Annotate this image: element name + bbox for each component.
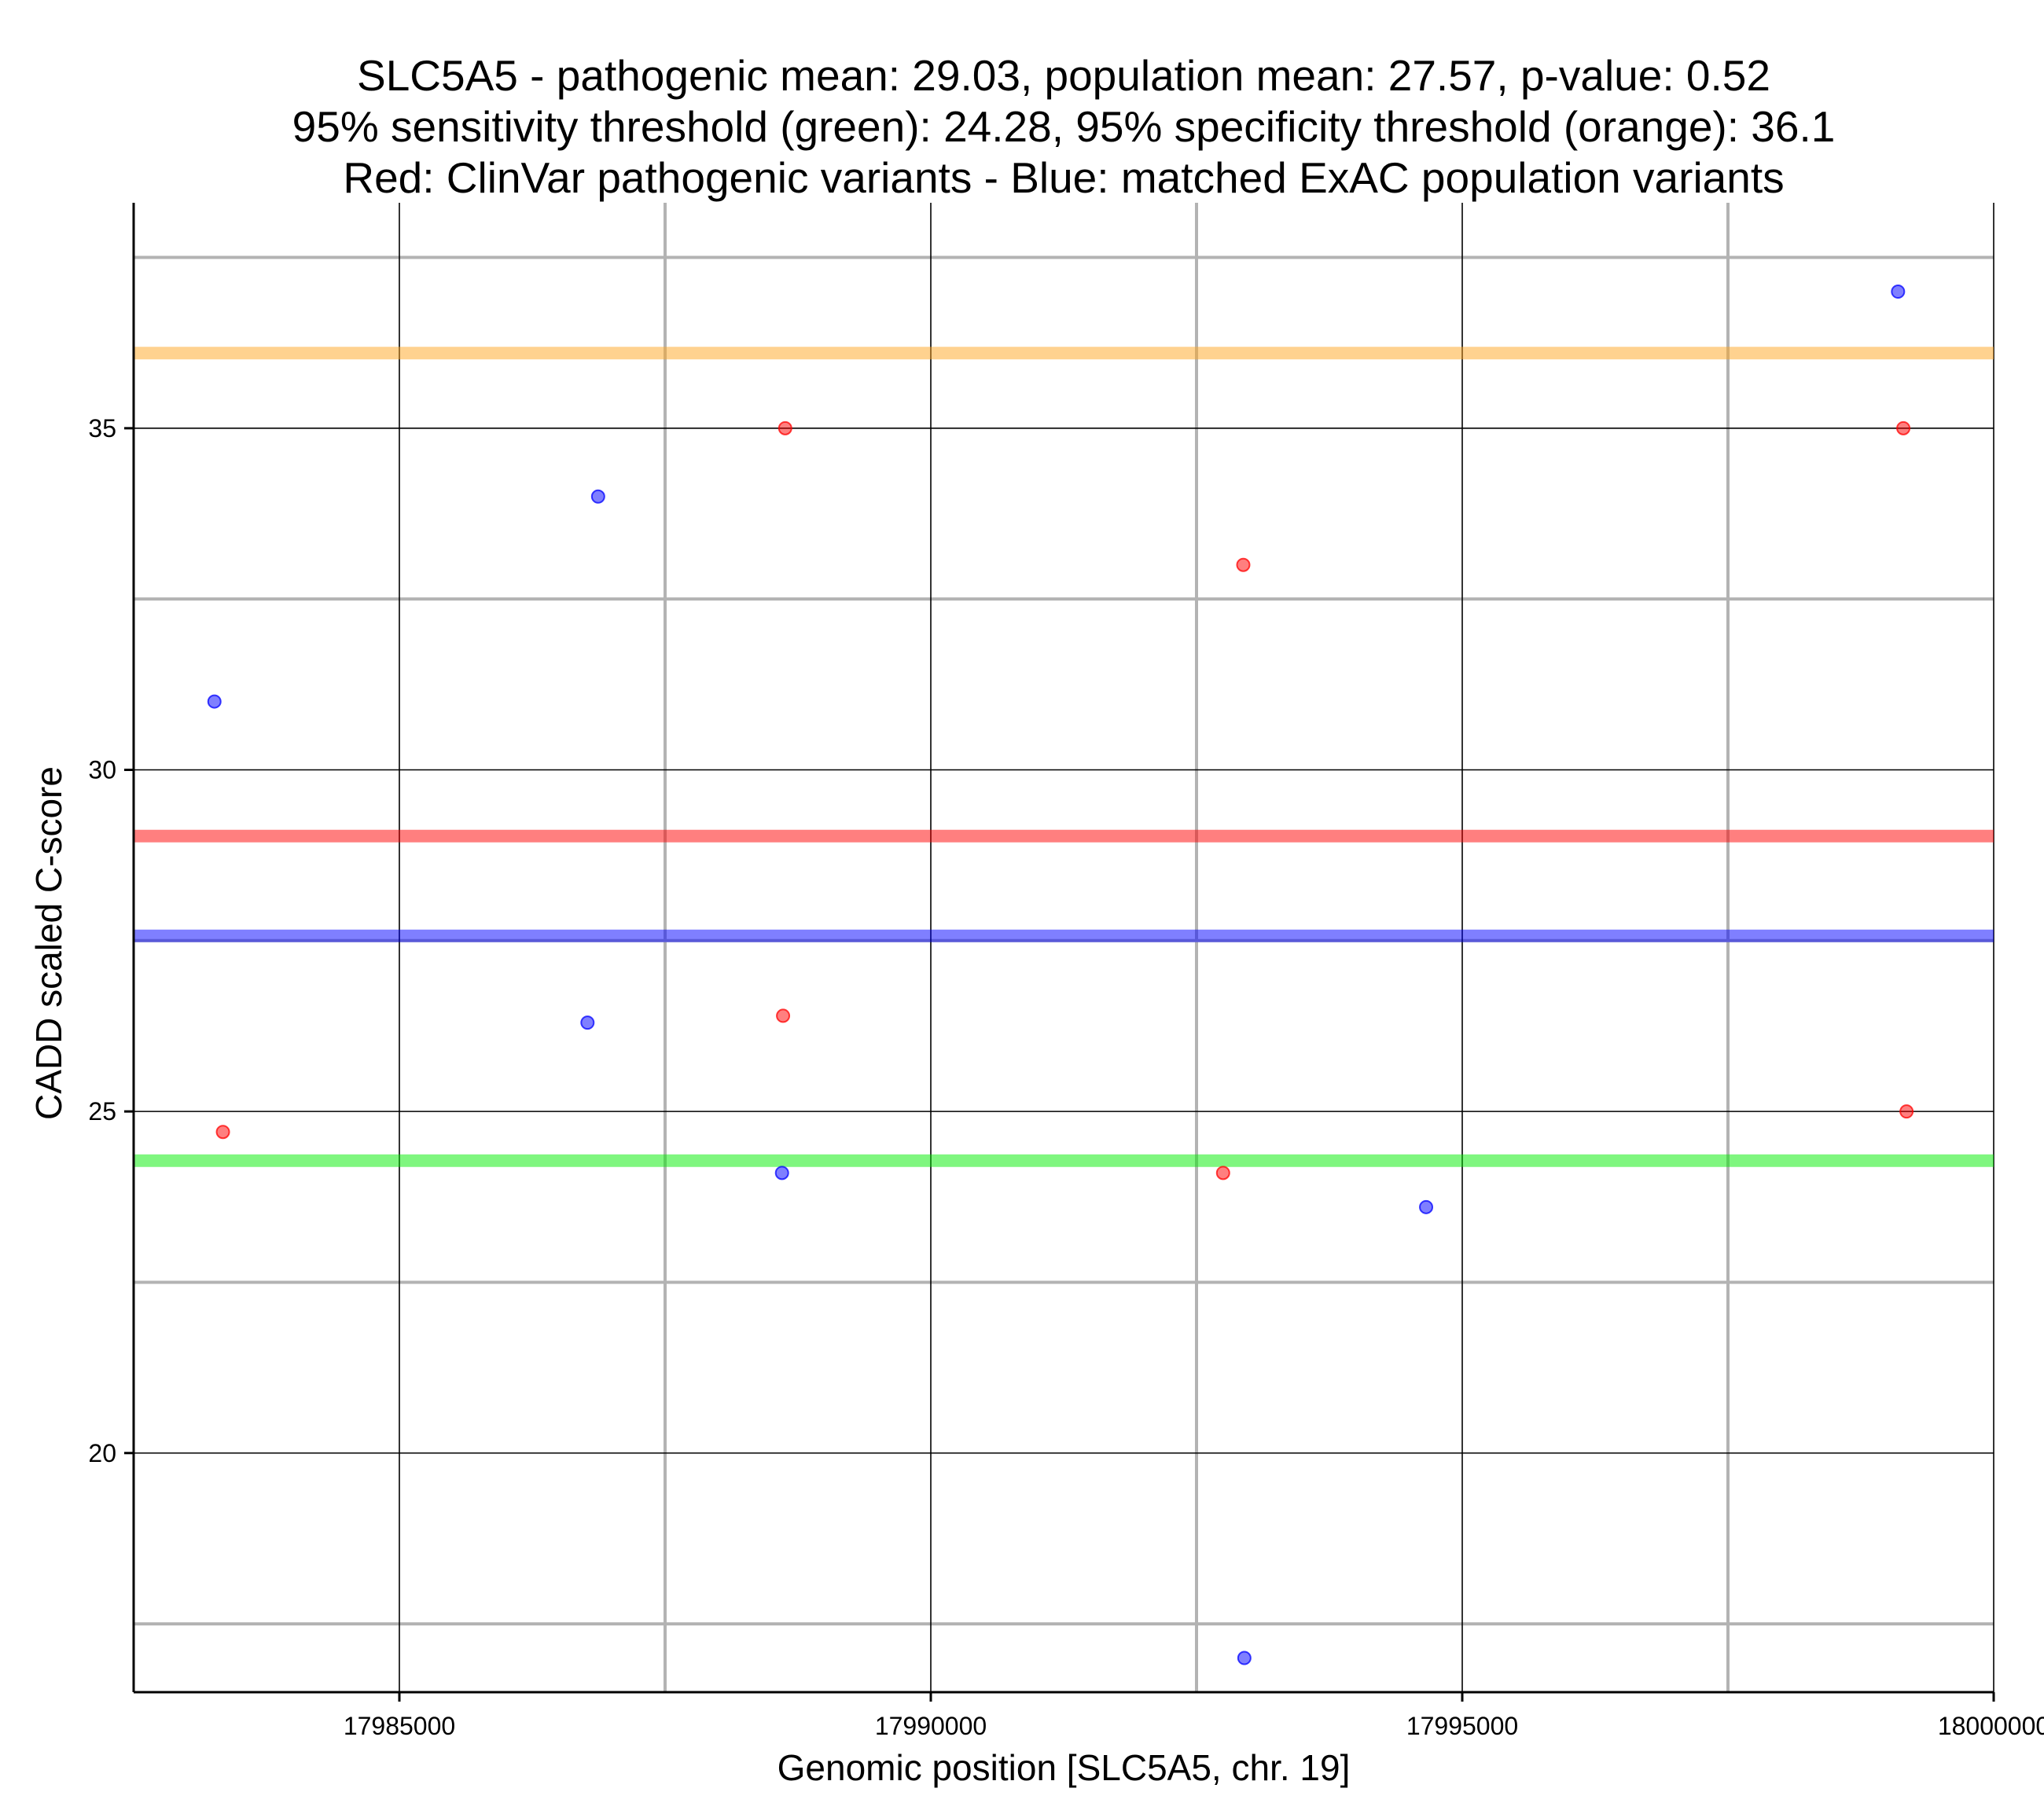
data-point — [207, 694, 222, 709]
data-points — [207, 285, 1914, 1665]
data-point — [580, 1015, 595, 1030]
data-point — [1419, 1199, 1434, 1214]
x-tick-label: 17995000 — [1406, 1712, 1518, 1740]
x-tick-label: 17985000 — [344, 1712, 455, 1740]
y-axis-title: CADD scaled C-score — [28, 766, 69, 1120]
axes — [132, 203, 1994, 1694]
data-point — [776, 1008, 791, 1023]
data-point — [774, 1166, 789, 1181]
x-tick-label: 18000000 — [1938, 1712, 2044, 1740]
chart-title-line-1: SLC5A5 - pathogenic mean: 29.03, populat… — [357, 51, 1770, 100]
y-tick-label: 20 — [88, 1439, 116, 1467]
data-point — [1891, 285, 1906, 299]
x-axis-title: Genomic position [SLC5A5, chr. 19] — [778, 1747, 1351, 1788]
x-tick-label: 17990000 — [875, 1712, 987, 1740]
chart-title-line-2: 95% sensitivity threshold (green): 24.28… — [292, 102, 1836, 151]
data-point — [215, 1125, 230, 1140]
data-point — [778, 420, 792, 435]
reference-lines — [134, 347, 1994, 1167]
data-point — [1899, 1104, 1914, 1119]
y-tick-label: 30 — [88, 755, 116, 784]
grid — [134, 203, 1994, 1692]
data-point — [590, 489, 605, 504]
y-tick-label: 25 — [88, 1097, 116, 1125]
tick-labels: 17985000 17990000 17995000 18000000 20 25 30 35 — [88, 414, 2044, 1740]
data-point — [1236, 557, 1251, 572]
data-point — [1237, 1651, 1252, 1665]
chart-title-line-3: Red: ClinVar pathogenic variants - Blue:… — [343, 153, 1784, 202]
data-point — [1896, 420, 1911, 435]
y-tick-label: 35 — [88, 414, 116, 442]
data-point — [1215, 1166, 1230, 1181]
